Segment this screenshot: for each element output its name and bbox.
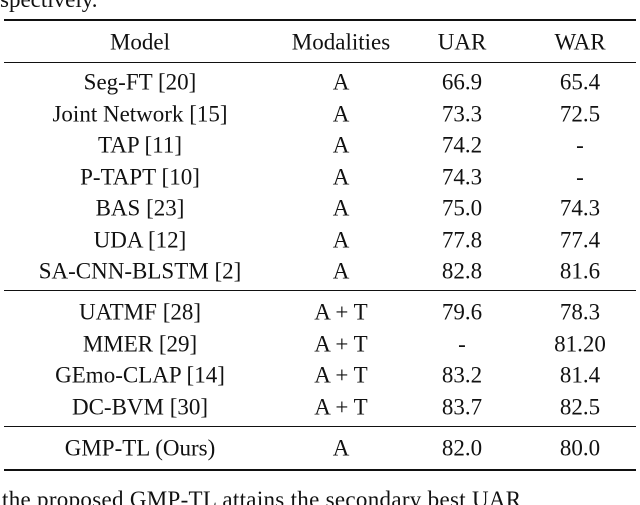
- top-rule: [4, 19, 636, 21]
- cell-modalities: A: [332, 195, 350, 221]
- cell-model: GEmo-CLAP [14]: [55, 362, 225, 388]
- cell-model: Seg-FT [20]: [83, 69, 197, 95]
- cell-modalities: A + T: [314, 299, 368, 325]
- cell-war: 81.4: [559, 362, 601, 388]
- following-text: the proposed GMP-TL attains the secondar…: [2, 487, 522, 505]
- cell-modalities: A: [332, 69, 350, 95]
- cell-model: P-TAPT [10]: [80, 164, 200, 189]
- cell-model: DC-BVM [30]: [71, 394, 209, 419]
- cell-uar: 66.9: [441, 69, 483, 95]
- cell-modalities: A + T: [314, 331, 368, 356]
- cell-war: 82.5: [559, 394, 601, 419]
- cell-model: SA-CNN-BLSTM [2]: [38, 258, 242, 284]
- cell-war: 74.3: [559, 195, 601, 221]
- cell-model: UATMF [28]: [78, 299, 202, 325]
- cell-model: BAS [23]: [95, 195, 185, 221]
- cell-uar: 83.7: [441, 394, 483, 419]
- cell-modalities: A: [332, 132, 350, 158]
- cell-model: UDA [12]: [93, 227, 187, 252]
- cell-uar: 83.2: [441, 362, 483, 388]
- cell-war: 81.20: [554, 331, 606, 356]
- bottom-rule: [4, 469, 636, 471]
- cell-uar: 82.0: [441, 435, 483, 461]
- cell-war: -: [576, 132, 584, 158]
- cell-uar: 74.2: [441, 132, 483, 158]
- cell-war: 72.5: [559, 101, 601, 126]
- header-uar: UAR: [437, 29, 487, 55]
- cell-modalities: A: [332, 258, 350, 284]
- header-rule: [4, 62, 636, 63]
- cell-uar: 77.8: [441, 227, 483, 252]
- cell-uar: 82.8: [441, 258, 483, 284]
- cell-modalities: A: [332, 435, 350, 461]
- cell-uar: 74.3: [441, 164, 483, 189]
- cell-uar: 75.0: [441, 195, 483, 221]
- cell-war: -: [576, 164, 584, 189]
- cell-modalities: A + T: [314, 394, 368, 419]
- group-rule: [4, 290, 636, 291]
- cell-war: 77.4: [559, 227, 601, 252]
- cell-model: TAP [11]: [98, 132, 182, 158]
- header-modalities: Modalities: [291, 29, 391, 55]
- preceding-text: spectively.: [0, 0, 98, 11]
- cell-uar: -: [458, 331, 466, 356]
- cell-uar: 73.3: [441, 101, 483, 126]
- cell-war: 65.4: [559, 69, 601, 95]
- cell-modalities: A + T: [314, 362, 368, 388]
- cell-war: 81.6: [559, 258, 601, 284]
- cell-modalities: A: [332, 101, 350, 126]
- cell-modalities: A: [332, 227, 350, 252]
- cell-war: 80.0: [559, 435, 601, 461]
- header-model: Model: [109, 29, 171, 55]
- header-war: WAR: [554, 29, 606, 55]
- cell-modalities: A: [332, 164, 350, 189]
- cell-model: GMP-TL (Ours): [64, 435, 216, 461]
- cell-model: Joint Network [15]: [52, 101, 228, 126]
- group-rule: [4, 426, 636, 427]
- cell-war: 78.3: [559, 299, 601, 325]
- cell-uar: 79.6: [441, 299, 483, 325]
- cell-model: MMER [29]: [82, 331, 198, 356]
